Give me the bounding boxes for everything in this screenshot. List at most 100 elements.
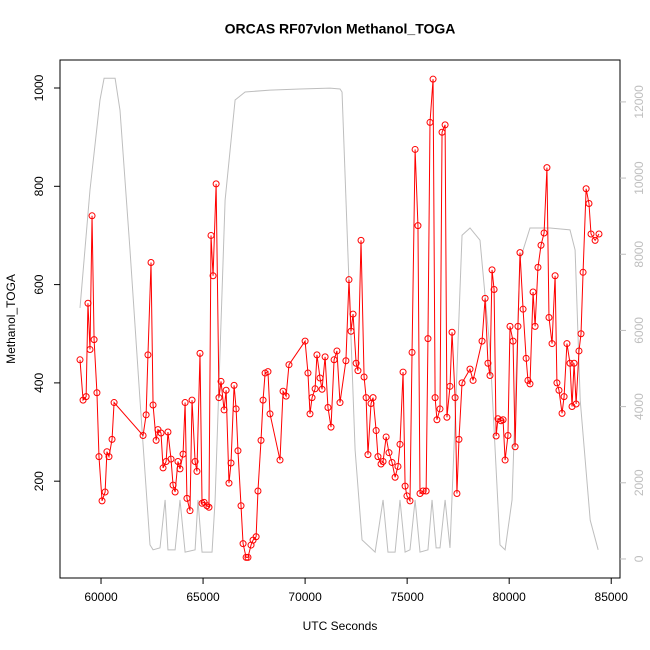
data-point — [466, 365, 474, 373]
data-point — [327, 423, 335, 431]
data-point — [579, 268, 587, 276]
data-point — [311, 385, 319, 393]
data-point — [239, 540, 247, 548]
data-point — [566, 359, 574, 367]
data-point — [553, 379, 561, 387]
data-point — [174, 458, 182, 466]
data-point — [388, 459, 396, 467]
data-point — [587, 230, 595, 238]
data-point — [357, 236, 365, 244]
data-point — [360, 373, 368, 381]
data-point — [176, 465, 184, 473]
y2-tick-label: 0 — [632, 555, 646, 562]
data-point — [110, 399, 118, 407]
data-point — [181, 399, 189, 407]
data-point — [414, 222, 422, 230]
data-point — [167, 455, 175, 463]
data-point — [205, 503, 213, 511]
data-point — [575, 347, 583, 355]
data-point — [336, 399, 344, 407]
data-point — [382, 433, 390, 441]
data-point — [196, 349, 204, 357]
data-point — [545, 314, 553, 322]
data-point — [490, 286, 498, 294]
data-point — [408, 348, 416, 356]
data-point — [225, 479, 233, 487]
x-axis-label: UTC Seconds — [303, 619, 378, 633]
x-tick-label: 65000 — [186, 590, 220, 604]
data-point — [230, 381, 238, 389]
data-point — [372, 427, 380, 435]
data-point — [367, 400, 375, 408]
data-point — [577, 330, 585, 338]
data-point — [308, 394, 316, 402]
data-point — [540, 229, 548, 237]
data-point — [431, 394, 439, 402]
data-point — [522, 354, 530, 362]
data-point — [514, 322, 522, 330]
data-point — [345, 276, 353, 284]
data-point — [203, 502, 211, 510]
data-point — [379, 458, 387, 466]
data-point — [259, 396, 267, 404]
data-point — [585, 200, 593, 208]
data-point — [324, 403, 332, 411]
data-point — [436, 405, 444, 413]
data-point — [551, 272, 559, 280]
data-point — [469, 376, 477, 384]
data-point — [209, 272, 217, 280]
data-point — [98, 497, 106, 505]
data-point — [232, 405, 240, 413]
data-point — [188, 396, 196, 404]
series-line — [79, 79, 600, 558]
data-point — [537, 241, 545, 249]
data-point — [144, 351, 152, 359]
data-point — [101, 488, 109, 496]
data-point — [237, 502, 245, 510]
data-point — [492, 432, 500, 440]
series-line — [79, 77, 599, 554]
data-point — [139, 431, 147, 439]
data-point — [516, 249, 524, 257]
data-point — [499, 416, 507, 424]
data-point — [301, 337, 309, 345]
data-point — [369, 394, 377, 402]
data-point — [342, 357, 350, 365]
data-point — [484, 359, 492, 367]
data-point — [478, 337, 486, 345]
data-point — [534, 263, 542, 271]
data-point — [282, 392, 290, 400]
data-point — [422, 487, 430, 495]
data-point — [426, 118, 434, 126]
data-point — [147, 258, 155, 266]
x-tick-label: 85000 — [595, 590, 629, 604]
data-point — [411, 145, 419, 153]
data-point — [215, 394, 223, 402]
data-point — [159, 464, 167, 472]
data-point — [84, 299, 92, 307]
data-point — [519, 305, 527, 313]
data-point — [403, 492, 411, 500]
data-point — [511, 443, 519, 451]
data-point — [526, 380, 534, 388]
data-point — [506, 322, 514, 330]
data-point — [509, 337, 517, 345]
x-tick-label: 75000 — [390, 590, 424, 604]
data-point — [164, 428, 172, 436]
y-tick-label: 800 — [32, 176, 46, 196]
data-point — [244, 553, 252, 561]
data-point — [321, 353, 329, 361]
y2-tick-label: 2000 — [632, 469, 646, 496]
y2-tick-label: 10000 — [632, 161, 646, 195]
x-tick-label: 60000 — [84, 590, 118, 604]
data-point — [285, 361, 293, 369]
data-point — [76, 356, 84, 364]
data-point — [316, 374, 324, 382]
data-point — [279, 387, 287, 395]
data-point — [254, 487, 262, 495]
data-point — [591, 236, 599, 244]
x-tick-label: 80000 — [492, 590, 526, 604]
data-point — [501, 456, 509, 464]
y2-tick-label: 8000 — [632, 241, 646, 268]
data-point — [149, 401, 157, 409]
